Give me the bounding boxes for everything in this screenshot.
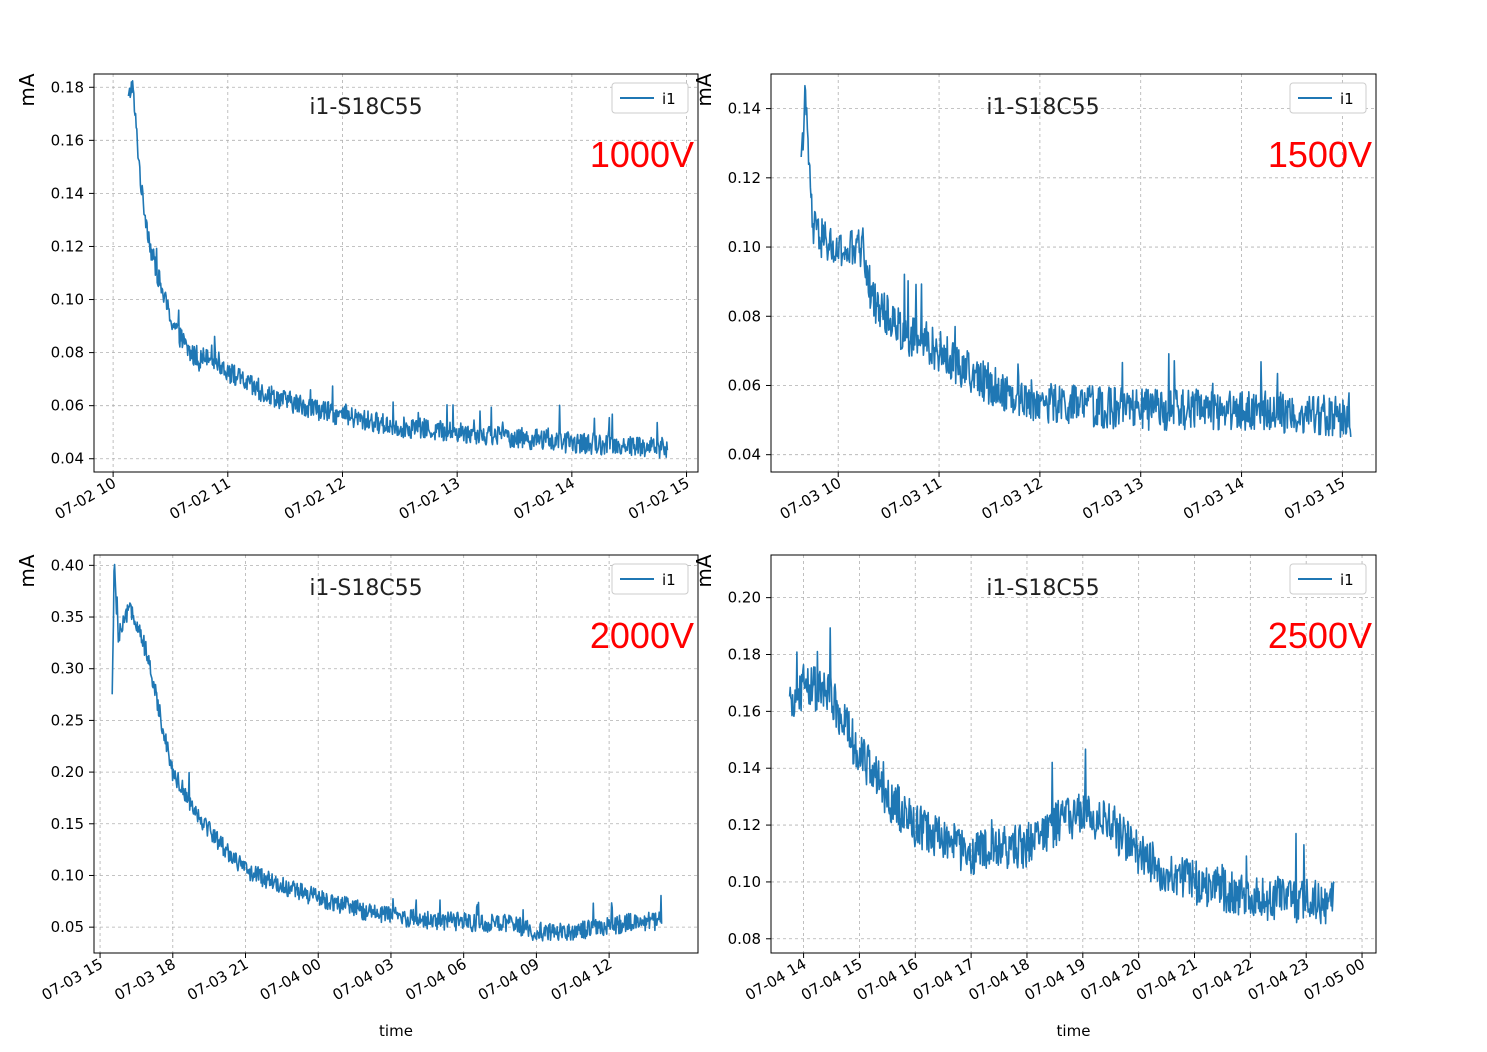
x-tick-label: 07-03 12 bbox=[978, 474, 1045, 523]
plot-frame bbox=[770, 73, 1377, 473]
x-tick-label: 07-04 22 bbox=[1189, 955, 1256, 1004]
y-tick-label: 0.18 bbox=[51, 78, 84, 96]
x-tick-label: 07-04 18 bbox=[966, 955, 1033, 1004]
x-tick-label: 07-04 15 bbox=[798, 955, 865, 1004]
y-tick-label: 0.20 bbox=[728, 589, 761, 607]
x-tick-label: 07-04 00 bbox=[257, 955, 324, 1004]
x-tick-label: 07-03 21 bbox=[184, 955, 251, 1004]
chart-panel-3: 0.05 0.10 0.15 0.20 0.25 0.30 0.35 0.40 07-03 15… bbox=[15, 554, 699, 1040]
x-axis-label: time bbox=[1057, 1022, 1091, 1040]
x-tick-label: 07-02 11 bbox=[166, 474, 233, 523]
y-tick-label: 0.14 bbox=[51, 184, 84, 202]
x-tick-label: 07-04 06 bbox=[402, 955, 469, 1004]
x-tick-label: 07-04 17 bbox=[910, 955, 977, 1004]
x-tick-label: 07-02 10 bbox=[52, 474, 119, 523]
y-tick-label: 0.20 bbox=[51, 763, 84, 781]
chart-panel-2: 0.04 0.06 0.08 0.10 0.12 0.14 07-03 10 07-03 11… bbox=[692, 73, 1377, 523]
y-tick-label: 0.14 bbox=[728, 100, 761, 118]
y-tick-label: 0.40 bbox=[51, 556, 84, 574]
y-tick-label: 0.08 bbox=[51, 344, 84, 362]
plot-frame bbox=[93, 554, 699, 954]
x-tick-label: 07-04 16 bbox=[854, 955, 921, 1004]
y-tick-label: 0.16 bbox=[51, 131, 84, 149]
y-tick-label: 0.18 bbox=[728, 646, 761, 664]
y-tick-label: 0.04 bbox=[728, 446, 761, 464]
series-line-i1 bbox=[788, 627, 1335, 925]
legend-label: i1 bbox=[662, 571, 676, 589]
plot-frame bbox=[770, 554, 1377, 954]
series-line-i1 bbox=[800, 84, 1352, 438]
x-tick-label: 07-03 10 bbox=[777, 474, 844, 523]
voltage-annotation: 1500V bbox=[1268, 134, 1372, 175]
x-tick-label: 07-02 14 bbox=[510, 474, 577, 523]
legend-label: i1 bbox=[662, 90, 676, 108]
y-tick-label: 0.04 bbox=[51, 450, 84, 468]
chart-title: i1-S18C55 bbox=[986, 95, 1099, 120]
y-tick-label: 0.25 bbox=[51, 711, 84, 729]
x-tick-label: 07-03 13 bbox=[1079, 474, 1146, 523]
y-tick-label: 0.10 bbox=[51, 866, 84, 884]
y-tick-label: 0.30 bbox=[51, 660, 84, 678]
x-tick-label: 07-03 18 bbox=[111, 955, 178, 1004]
voltage-annotation: 1000V bbox=[590, 134, 694, 175]
x-tick-label: 07-04 21 bbox=[1133, 955, 1200, 1004]
chart-title: i1-S18C55 bbox=[309, 576, 422, 601]
series-line-i1 bbox=[111, 563, 663, 942]
y-tick-label: 0.12 bbox=[728, 816, 761, 834]
y-tick-label: 0.10 bbox=[51, 291, 84, 309]
y-tick-label: 0.08 bbox=[728, 930, 761, 948]
y-tick-label: 0.06 bbox=[728, 376, 761, 394]
legend: i1 bbox=[1289, 563, 1367, 595]
y-axis-label: mA bbox=[692, 73, 716, 106]
voltage-annotation: 2000V bbox=[590, 615, 694, 656]
voltage-annotation: 2500V bbox=[1268, 615, 1372, 656]
y-axis-label: mA bbox=[15, 554, 39, 587]
y-tick-label: 0.14 bbox=[728, 759, 761, 777]
y-tick-label: 0.12 bbox=[728, 169, 761, 187]
x-tick-label: 07-03 11 bbox=[878, 474, 945, 523]
x-tick-label: 07-04 23 bbox=[1245, 955, 1312, 1004]
x-tick-label: 07-04 12 bbox=[548, 955, 615, 1004]
y-tick-label: 0.05 bbox=[51, 918, 84, 936]
series-line-i1 bbox=[127, 80, 669, 459]
y-tick-label: 0.35 bbox=[51, 608, 84, 626]
x-tick-label: 07-03 14 bbox=[1180, 474, 1247, 523]
legend: i1 bbox=[1289, 82, 1367, 114]
y-tick-label: 0.15 bbox=[51, 815, 84, 833]
x-tick-label: 07-04 20 bbox=[1077, 955, 1144, 1004]
x-tick-label: 07-04 19 bbox=[1021, 955, 1088, 1004]
x-tick-label: 07-02 15 bbox=[625, 474, 692, 523]
y-tick-label: 0.10 bbox=[728, 238, 761, 256]
legend: i1 bbox=[611, 563, 689, 595]
x-tick-label: 07-04 03 bbox=[330, 955, 397, 1004]
legend-label: i1 bbox=[1340, 571, 1354, 589]
y-tick-label: 0.08 bbox=[728, 307, 761, 325]
x-axis-label: time bbox=[379, 1022, 413, 1040]
chart-title: i1-S18C55 bbox=[309, 95, 422, 120]
x-tick-label: 07-03 15 bbox=[39, 955, 106, 1004]
x-tick-label: 07-03 15 bbox=[1281, 474, 1348, 523]
chart-panel-1: 0.04 0.06 0.08 0.10 0.12 0.14 0.16 0.18 07-02 10… bbox=[15, 73, 699, 523]
legend: i1 bbox=[611, 82, 689, 114]
y-tick-label: 0.16 bbox=[728, 702, 761, 720]
x-tick-label: 07-02 12 bbox=[281, 474, 348, 523]
chart-title: i1-S18C55 bbox=[986, 576, 1099, 601]
x-tick-label: 07-04 09 bbox=[475, 955, 542, 1004]
plot-frame bbox=[93, 73, 699, 473]
legend-label: i1 bbox=[1340, 90, 1354, 108]
y-tick-label: 0.06 bbox=[51, 397, 84, 415]
x-tick-label: 07-05 00 bbox=[1301, 955, 1368, 1004]
x-tick-label: 07-02 13 bbox=[396, 474, 463, 523]
y-tick-label: 0.10 bbox=[728, 873, 761, 891]
y-tick-label: 0.12 bbox=[51, 237, 84, 255]
y-axis-label: mA bbox=[692, 554, 716, 587]
y-axis-label: mA bbox=[15, 73, 39, 106]
x-tick-label: 07-04 14 bbox=[742, 955, 809, 1004]
